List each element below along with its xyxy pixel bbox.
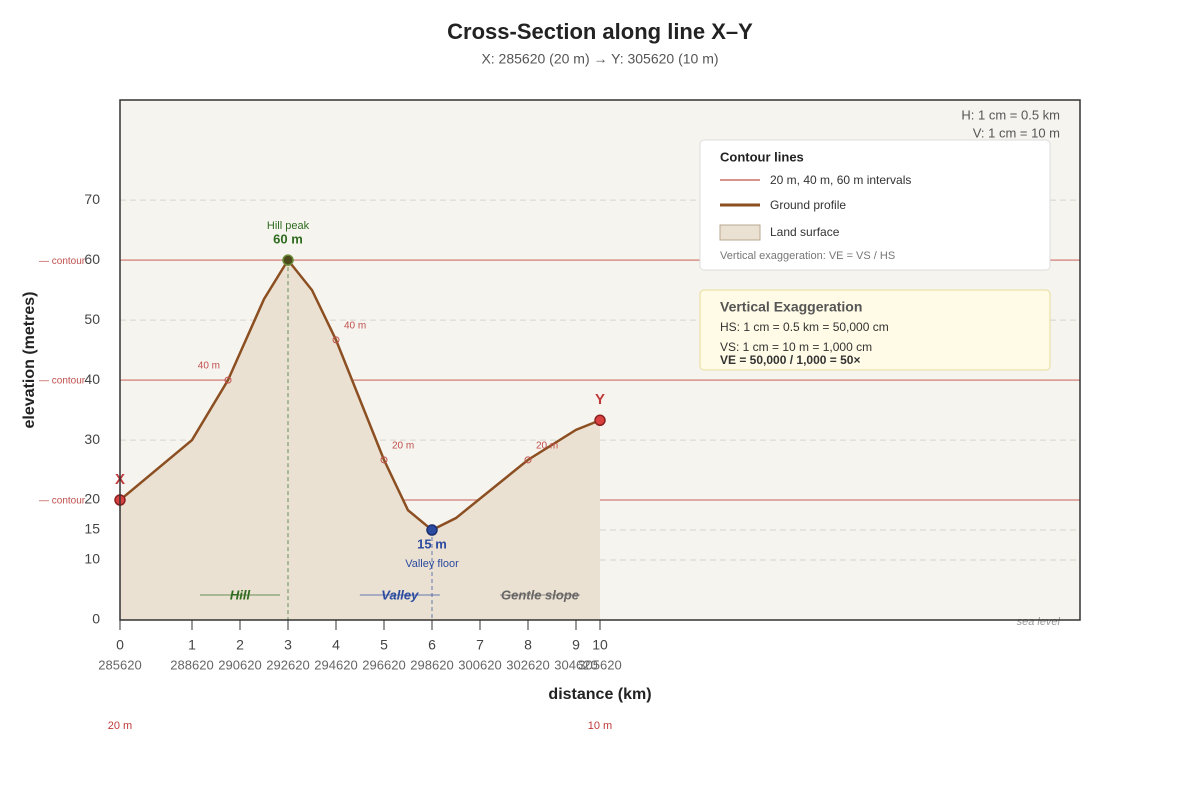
x-tick-label: 2 — [236, 637, 244, 653]
x-axis-label: distance (km) — [548, 686, 651, 703]
contour-mark-label: 20 m — [392, 441, 414, 452]
chart-subtitle: X: 285620 (20 m) → Y: 305620 (10 m) — [481, 51, 718, 67]
x-tick-label: 7 — [476, 637, 484, 653]
easting-label: 294620 — [314, 657, 357, 672]
contour-mark-label: 40 m — [198, 361, 220, 372]
plot-border — [119, 99, 1081, 621]
valley-note: Valley floor — [405, 558, 459, 570]
easting-label: 300620 — [458, 657, 501, 672]
x-tick-label: 3 — [284, 637, 292, 653]
x-tick-label: 9 — [572, 637, 580, 653]
easting-label: 304620 — [554, 657, 597, 672]
endpoint-marker — [594, 414, 606, 427]
easting-label: 305620 — [578, 657, 621, 672]
easting-label: 298620 — [410, 657, 453, 672]
legend-label: 20 m, 40 m, 60 m intervals — [770, 173, 911, 187]
y-tick-label: 10 — [84, 551, 100, 567]
easting-label: 296620 — [362, 657, 405, 672]
y-tick-label: 0 — [92, 611, 100, 627]
y-tick-label: 20 — [84, 491, 100, 507]
legend-box — [699, 139, 1051, 271]
y-tick-label: 50 — [84, 311, 100, 327]
region-label: Gentle slope — [501, 587, 579, 602]
land-surface — [120, 260, 600, 620]
legend-label: Ground profile — [770, 198, 846, 212]
contour-mark-label: 20 m — [536, 441, 558, 452]
y-axis-label: elevation (metres) — [21, 292, 38, 429]
contour-marker — [332, 336, 340, 344]
x-tick-label: 1 — [188, 637, 196, 653]
legend-swatch — [719, 224, 761, 241]
contour-label: — contour — [39, 376, 86, 387]
region-label: Valley — [381, 587, 419, 602]
ve-box — [699, 289, 1051, 371]
y-tick-label: 60 — [84, 251, 100, 267]
x-tick-label: 5 — [380, 637, 388, 653]
profile-line — [119, 257, 601, 532]
legend-title: Contour lines — [720, 149, 804, 164]
y-tick-label: 15 — [84, 521, 100, 537]
x-tick-label: 0 — [116, 637, 124, 653]
y-tick-label: 70 — [84, 191, 100, 207]
ve-title: Vertical Exaggeration — [720, 299, 862, 315]
contour-marker — [224, 376, 232, 384]
endpoint-note: 20 m — [108, 720, 132, 732]
easting-label: 302620 — [506, 657, 549, 672]
legend-note: Vertical exaggeration: VE = VS / HS — [720, 250, 895, 262]
easting-label: 288620 — [170, 657, 213, 672]
contour-marker — [380, 456, 388, 464]
x-tick-label: 8 — [524, 637, 532, 653]
ve-line: VS: 1 cm = 10 m = 1,000 cm — [720, 340, 872, 354]
contour-mark-label: 40 m — [344, 321, 366, 332]
contour-marker — [524, 456, 532, 464]
peak-label: 60 m — [273, 232, 303, 247]
endpoint-note: 10 m — [588, 720, 612, 732]
sea-level: sea level — [1017, 616, 1061, 628]
x-tick-label: 10 — [592, 637, 608, 653]
legend-label: Land surface — [770, 225, 840, 239]
easting-label: 290620 — [218, 657, 261, 672]
easting-label: 285620 — [98, 657, 141, 672]
scale-note: V: 1 cm = 10 m — [973, 125, 1060, 140]
y-tick-label: 40 — [84, 371, 100, 387]
endpoint-label: Y — [595, 391, 605, 408]
contour-label: — contour — [39, 256, 86, 267]
scale-note: H: 1 cm = 0.5 km — [961, 107, 1060, 122]
ve-line: HS: 1 cm = 0.5 km = 50,000 cm — [720, 320, 889, 334]
contour-label: — contour — [39, 496, 86, 507]
easting-label: 292620 — [266, 657, 309, 672]
ve-line: VE = 50,000 / 1,000 = 50× — [720, 353, 860, 367]
valley-marker — [426, 524, 438, 536]
peak-note: Hill peak — [267, 220, 310, 232]
chart-title: Cross-Section along line X–Y — [447, 19, 753, 44]
region-label: Hill — [230, 587, 251, 602]
y-tick-label: 30 — [84, 431, 100, 447]
x-tick-label: 4 — [332, 637, 340, 653]
peak-marker — [282, 254, 294, 266]
valley-label: 15 m — [417, 536, 447, 551]
x-tick-label: 6 — [428, 637, 436, 653]
